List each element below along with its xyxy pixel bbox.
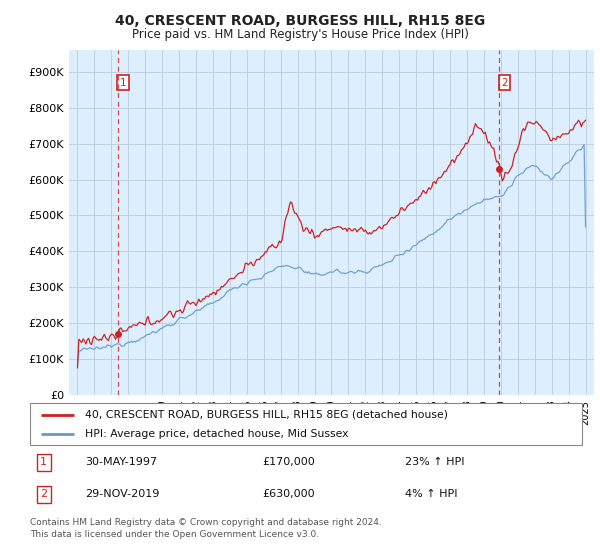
Text: Price paid vs. HM Land Registry's House Price Index (HPI): Price paid vs. HM Land Registry's House … [131,28,469,41]
Text: 4% ↑ HPI: 4% ↑ HPI [406,489,458,500]
Text: 1: 1 [120,78,127,88]
Text: Contains HM Land Registry data © Crown copyright and database right 2024.
This d: Contains HM Land Registry data © Crown c… [30,518,382,539]
Text: 1: 1 [40,457,47,467]
Text: £630,000: £630,000 [262,489,314,500]
Text: 2: 2 [40,489,47,500]
Text: £170,000: £170,000 [262,457,314,467]
Text: 40, CRESCENT ROAD, BURGESS HILL, RH15 8EG (detached house): 40, CRESCENT ROAD, BURGESS HILL, RH15 8E… [85,409,448,419]
Text: 29-NOV-2019: 29-NOV-2019 [85,489,160,500]
Text: HPI: Average price, detached house, Mid Sussex: HPI: Average price, detached house, Mid … [85,429,349,439]
Text: 23% ↑ HPI: 23% ↑ HPI [406,457,465,467]
Text: 30-MAY-1997: 30-MAY-1997 [85,457,157,467]
Text: 2: 2 [501,78,508,88]
Text: 40, CRESCENT ROAD, BURGESS HILL, RH15 8EG: 40, CRESCENT ROAD, BURGESS HILL, RH15 8E… [115,14,485,28]
